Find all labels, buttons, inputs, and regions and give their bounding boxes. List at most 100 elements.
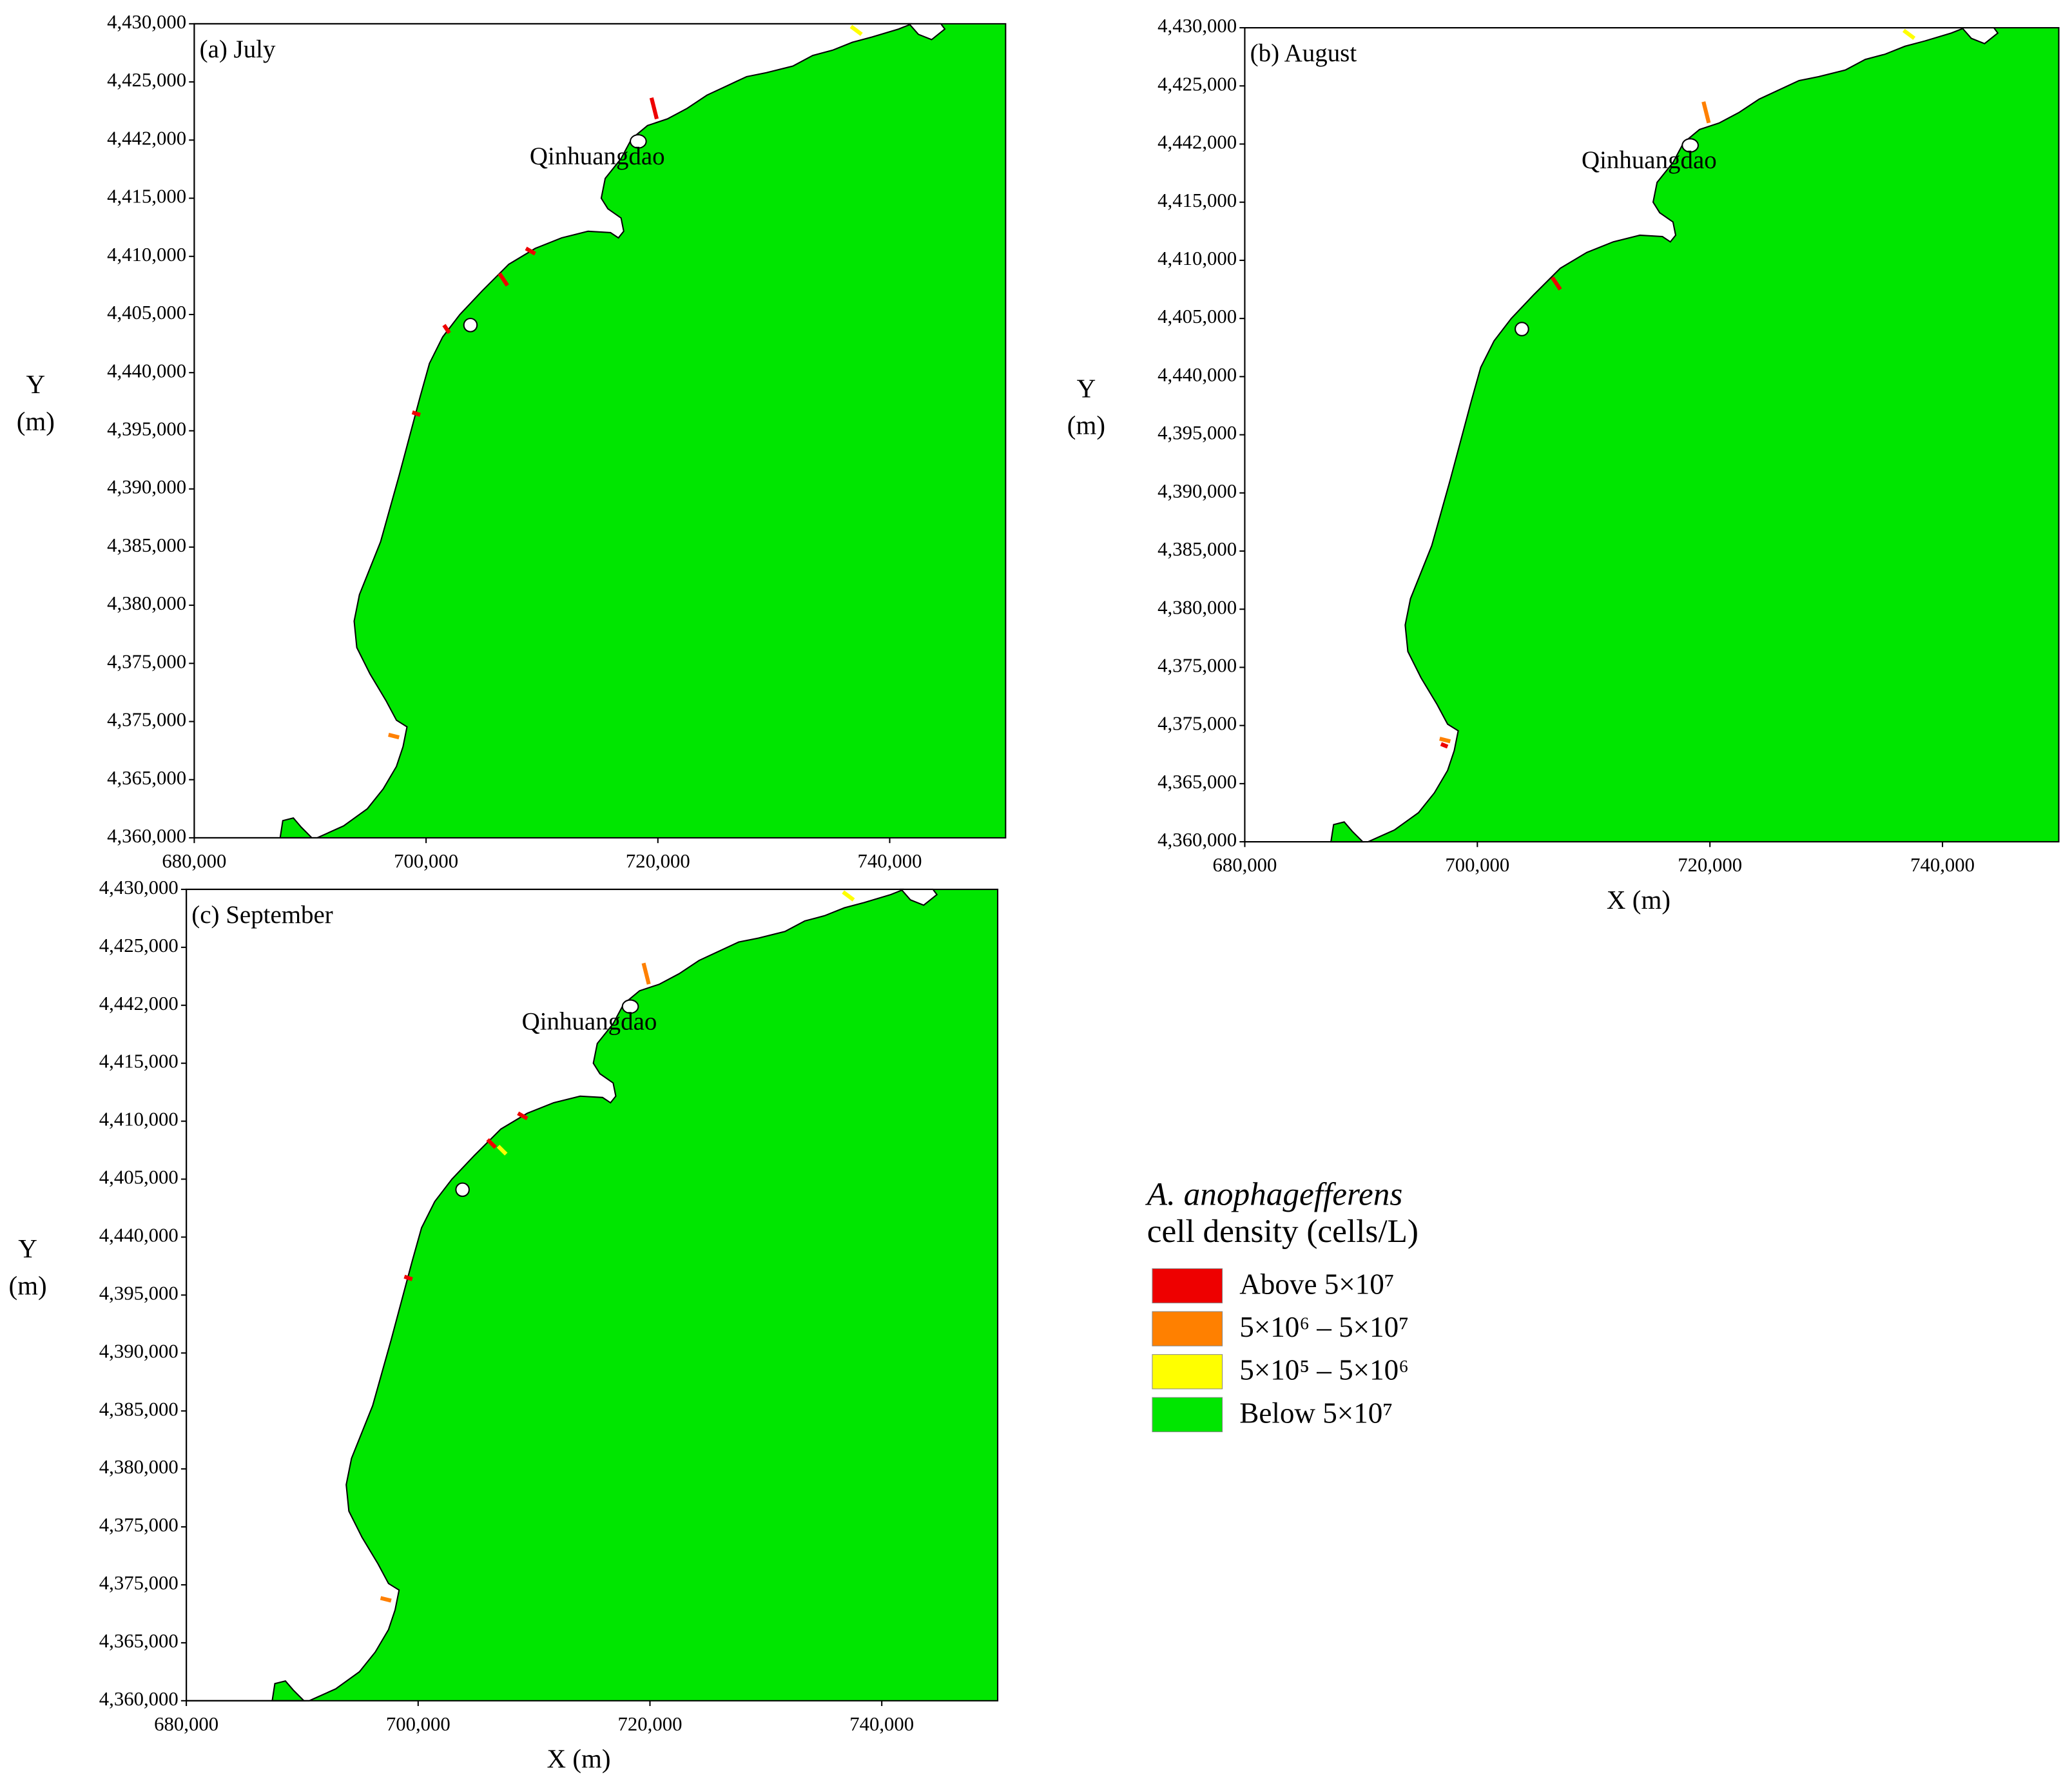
y-tick-label: 4,390,000 xyxy=(107,476,186,498)
y-tick-label: 4,365,000 xyxy=(99,1630,179,1652)
y-tick-label: 4,430,000 xyxy=(99,877,179,898)
y-tick-label: 4,385,000 xyxy=(107,534,186,556)
legend-label: 5×10⁵ – 5×10⁶ xyxy=(1239,1354,1409,1386)
hotspot xyxy=(380,1596,392,1603)
y-tick-label: 4,365,000 xyxy=(107,767,186,789)
x-tick-label: 740,000 xyxy=(1910,854,1975,876)
x-tick-label: 720,000 xyxy=(618,1713,683,1735)
y-tick-label: 4,390,000 xyxy=(99,1340,179,1362)
y-tick-label: 4,360,000 xyxy=(99,1688,179,1710)
lake xyxy=(463,318,478,333)
hotspot xyxy=(1701,101,1711,124)
hotspot xyxy=(641,962,651,985)
y-tick-label: 4,415,000 xyxy=(107,186,186,208)
y-tick-label: 4,395,000 xyxy=(1157,422,1237,444)
hotspot xyxy=(1551,276,1562,291)
hotspot xyxy=(498,272,509,287)
y-tick-label: 4,405,000 xyxy=(99,1167,179,1188)
legend-label: Above 5×10⁷ xyxy=(1239,1268,1394,1300)
x-tick-label: 680,000 xyxy=(154,1713,218,1735)
y-tick-label: 4,360,000 xyxy=(1157,829,1237,851)
hotspot xyxy=(525,246,536,256)
y-axis-label: (m) xyxy=(8,1271,46,1301)
hotspot xyxy=(649,97,659,120)
y-tick-label: 4,365,000 xyxy=(1157,771,1237,793)
y-tick-label: 4,410,000 xyxy=(99,1109,179,1130)
y-axis-label: (m) xyxy=(1067,411,1105,440)
hotspot xyxy=(403,1274,413,1281)
lake xyxy=(455,1182,470,1197)
y-tick-label: 4,440,000 xyxy=(1157,364,1237,385)
y-tick-label: 4,405,000 xyxy=(107,302,186,324)
hotspot xyxy=(486,1138,498,1149)
land xyxy=(193,23,913,839)
y-tick-label: 4,425,000 xyxy=(1157,73,1237,95)
coast-layer xyxy=(186,888,938,1702)
y-tick-label: 4,375,000 xyxy=(99,1572,179,1594)
y-tick-label: 4,375,000 xyxy=(1157,713,1237,735)
legend-title: A. anophagefferens xyxy=(1145,1176,1403,1212)
legend-swatch xyxy=(1152,1397,1223,1433)
legend-swatch xyxy=(1152,1268,1223,1304)
lake xyxy=(1681,138,1699,153)
x-tick-label: 700,000 xyxy=(1445,854,1509,876)
hotspot xyxy=(388,733,400,740)
x-tick-label: 680,000 xyxy=(162,850,226,872)
y-axis-label: Y xyxy=(18,1234,37,1263)
x-tick-label: 740,000 xyxy=(858,850,922,872)
lake xyxy=(621,999,639,1014)
y-tick-label: 4,375,000 xyxy=(107,650,186,672)
y-axis-label: (m) xyxy=(17,407,55,436)
x-tick-label: 720,000 xyxy=(1678,854,1742,876)
hotspot xyxy=(496,1145,508,1156)
y-tick-label: 4,380,000 xyxy=(1157,596,1237,618)
y-tick-label: 4,375,000 xyxy=(107,709,186,731)
y-tick-label: 4,442,000 xyxy=(1157,131,1237,153)
x-axis-label: X (m) xyxy=(1607,885,1670,915)
x-axis-label: X (m) xyxy=(547,1744,611,1774)
panel-title: (c) September xyxy=(191,901,333,929)
y-tick-label: 4,430,000 xyxy=(107,11,186,33)
land xyxy=(186,888,904,1702)
y-tick-label: 4,430,000 xyxy=(1157,15,1237,37)
hotspot xyxy=(842,890,855,902)
y-tick-label: 4,385,000 xyxy=(99,1398,179,1420)
y-tick-label: 4,415,000 xyxy=(99,1051,179,1072)
x-tick-label: 680,000 xyxy=(1212,854,1277,876)
panel-title: (a) July xyxy=(200,35,276,63)
x-tick-label: 700,000 xyxy=(394,850,458,872)
y-tick-label: 4,380,000 xyxy=(99,1456,179,1478)
y-tick-label: 4,440,000 xyxy=(99,1225,179,1246)
y-tick-label: 4,440,000 xyxy=(107,360,186,382)
y-tick-label: 4,415,000 xyxy=(1157,189,1237,211)
x-tick-label: 720,000 xyxy=(626,850,690,872)
hotspot xyxy=(411,410,421,417)
legend-swatch xyxy=(1152,1354,1223,1390)
x-tick-label: 700,000 xyxy=(386,1713,450,1735)
coast-layer xyxy=(193,23,946,839)
coast-layer xyxy=(1244,27,1999,843)
place-label: Qinhuangdao xyxy=(522,1007,657,1035)
y-tick-label: 4,395,000 xyxy=(107,418,186,440)
panel-title: (b) August xyxy=(1250,39,1357,67)
legend-label: Below 5×10⁷ xyxy=(1239,1397,1393,1429)
place-label: Qinhuangdao xyxy=(530,142,665,170)
y-tick-label: 4,375,000 xyxy=(1157,654,1237,676)
hotspot xyxy=(517,1111,528,1121)
y-tick-label: 4,385,000 xyxy=(1157,538,1237,560)
legend-title: cell density (cells/L) xyxy=(1147,1213,1418,1250)
hotspot xyxy=(1902,28,1916,40)
place-label: Qinhuangdao xyxy=(1582,146,1717,174)
hotspot xyxy=(442,324,451,334)
legend-swatch xyxy=(1152,1311,1223,1346)
y-tick-label: 4,375,000 xyxy=(99,1514,179,1536)
y-tick-label: 4,395,000 xyxy=(99,1282,179,1304)
y-tick-label: 4,442,000 xyxy=(99,993,179,1014)
y-tick-label: 4,425,000 xyxy=(99,935,179,956)
x-tick-label: 740,000 xyxy=(849,1713,914,1735)
y-axis-label: Y xyxy=(26,369,46,399)
lake xyxy=(1515,322,1529,336)
y-tick-label: 4,405,000 xyxy=(1157,305,1237,327)
y-tick-label: 4,410,000 xyxy=(107,244,186,266)
